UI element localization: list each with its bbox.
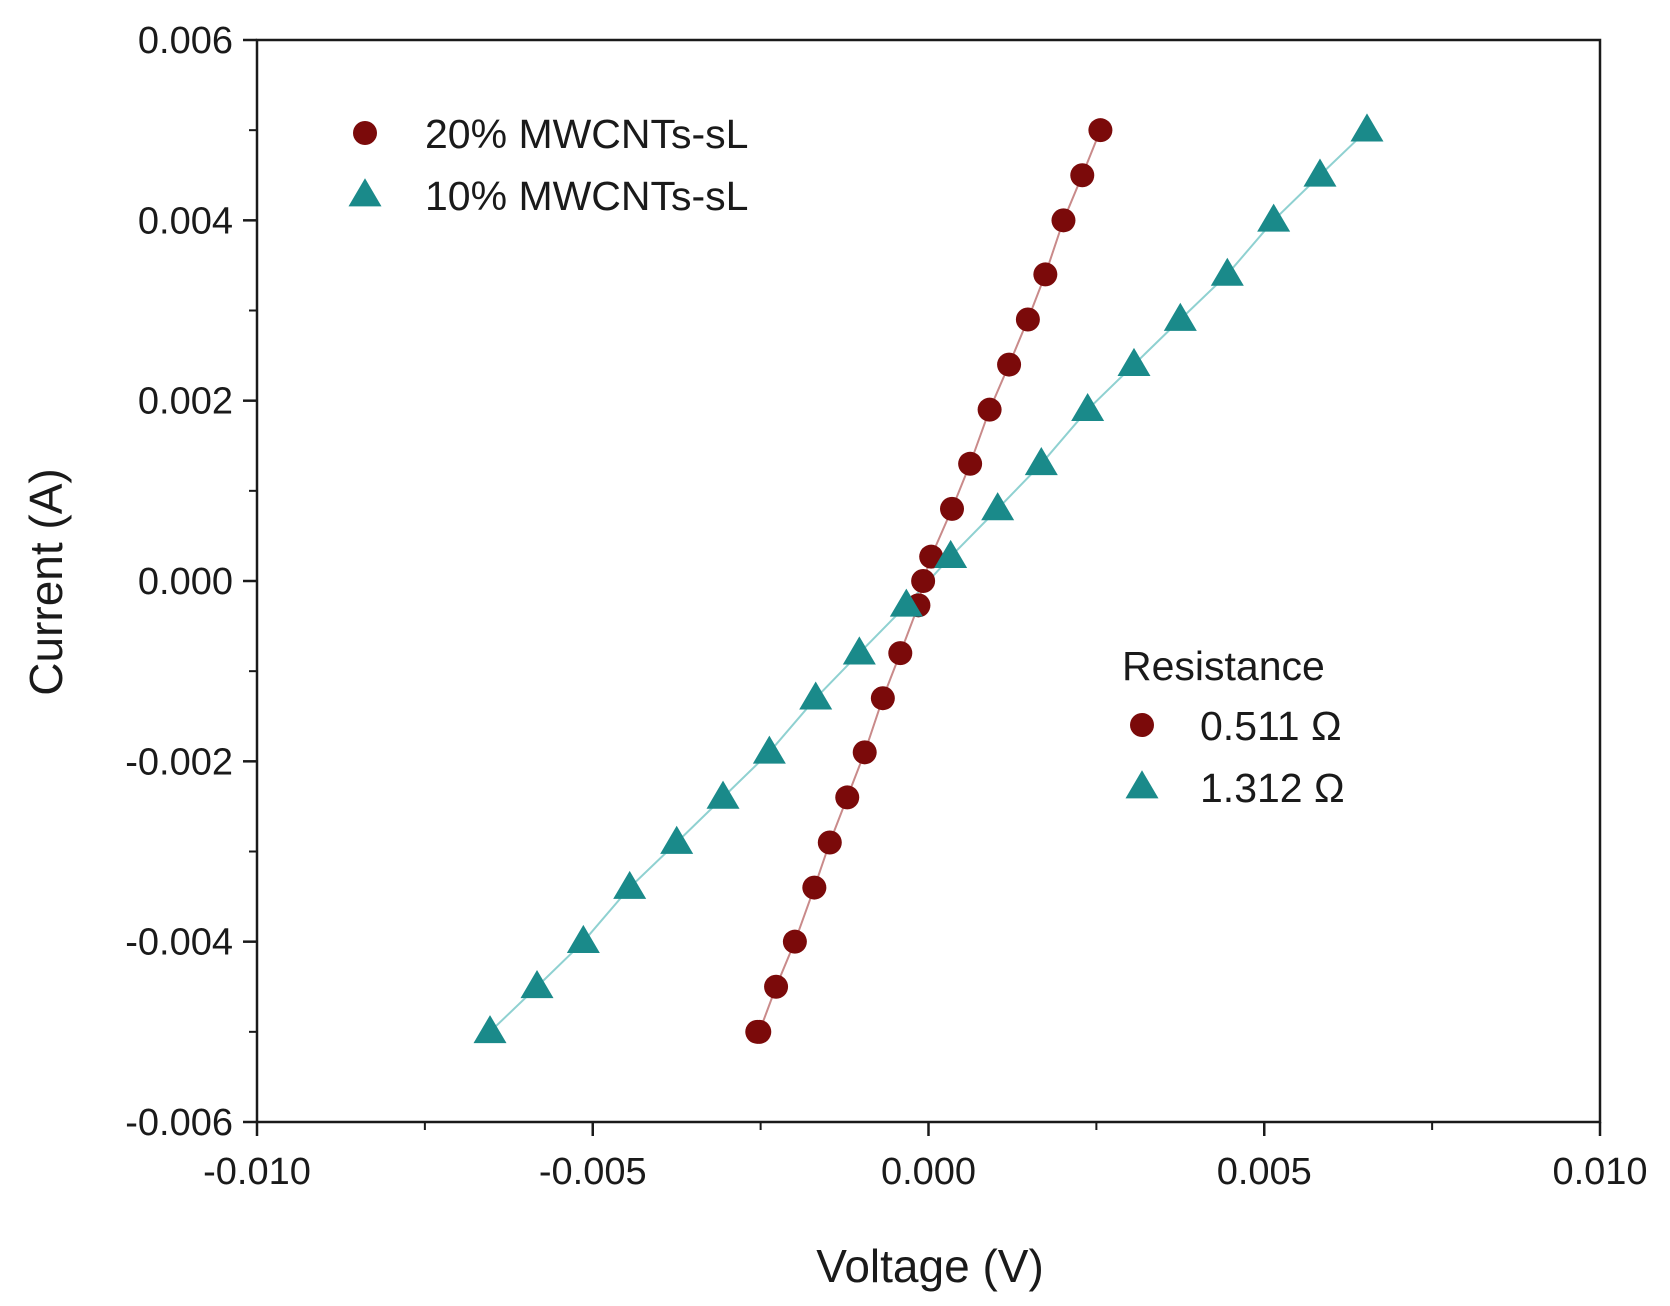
x-tick-label: -0.005 (539, 1151, 647, 1193)
point-series-0-19 (1051, 208, 1076, 233)
point-series-1-12 (1024, 447, 1058, 476)
point-series-0-4 (802, 875, 827, 900)
x-tick-label: 0.000 (881, 1151, 976, 1193)
point-series-1-5 (706, 780, 740, 809)
point-series-0-21 (1088, 118, 1113, 143)
x-tick-label: 0.010 (1552, 1151, 1647, 1193)
point-series-1-16 (1210, 257, 1244, 286)
point-series-1-13 (1071, 392, 1105, 422)
resistance-value-1: 1.312 Ω (1200, 765, 1345, 811)
legend-label-series-1: 10% MWCNTs-sL (425, 173, 748, 219)
point-series-1-8 (842, 636, 876, 665)
legend-marker-series-0 (353, 121, 377, 145)
point-series-1-15 (1163, 302, 1197, 331)
axes-group: -0.010 -0.005 0.000 0.005 0.010 -0.006 -0.004 -… (125, 20, 1647, 1193)
point-series-1-4 (660, 825, 694, 854)
legend-marker-series-1 (348, 178, 382, 207)
y-tick-label: 0.002 (138, 381, 233, 423)
y-axis-title: Current (A) (20, 468, 72, 695)
point-series-1-3 (613, 870, 647, 899)
data-points-group (473, 113, 1384, 1044)
x-axis-title: Voltage (V) (816, 1240, 1044, 1292)
point-series-0-15 (977, 397, 1002, 422)
point-series-0-2 (764, 974, 789, 999)
point-series-1-14 (1117, 347, 1151, 376)
point-series-0-6 (835, 785, 860, 810)
point-series-0-5 (817, 830, 842, 855)
point-series-1-11 (981, 492, 1015, 521)
point-series-0-9 (888, 641, 913, 666)
point-series-0-17 (1015, 307, 1040, 332)
x-tick-label: -0.010 (203, 1151, 311, 1193)
resistance-marker-0 (1130, 713, 1154, 737)
point-series-0-18 (1033, 262, 1058, 287)
point-series-1-6 (752, 735, 786, 764)
point-series-1-0 (473, 1015, 507, 1044)
point-series-1-1 (520, 970, 554, 999)
x-tick-label: 0.005 (1217, 1151, 1312, 1193)
point-series-0-13 (940, 496, 965, 521)
point-series-0-1 (747, 1019, 772, 1044)
y-tick-label: 0.006 (138, 20, 233, 62)
resistance-title: Resistance (1122, 643, 1325, 689)
point-series-0-12 (919, 544, 944, 569)
point-series-1-18 (1303, 158, 1337, 187)
legend: 20% MWCNTs-sL 10% MWCNTs-sL (348, 111, 748, 219)
y-tick-label: -0.004 (125, 922, 233, 964)
point-series-0-16 (997, 352, 1022, 377)
point-series-1-19 (1350, 113, 1384, 142)
point-series-0-3 (782, 929, 807, 954)
point-series-0-20 (1070, 163, 1095, 188)
point-series-1-17 (1257, 203, 1291, 232)
point-series-1-10 (934, 539, 968, 568)
legend-label-series-0: 20% MWCNTs-sL (425, 111, 748, 157)
resistance-marker-1 (1125, 770, 1159, 799)
point-series-0-14 (958, 451, 983, 476)
point-series-1-9 (889, 588, 923, 617)
point-series-0-7 (852, 740, 877, 765)
point-series-0-11 (911, 569, 936, 593)
resistance-value-0: 0.511 Ω (1200, 703, 1342, 749)
point-series-1-7 (799, 681, 833, 710)
y-tick-label: -0.006 (125, 1102, 233, 1144)
y-tick-label: 0.000 (138, 561, 233, 603)
point-series-1-2 (566, 924, 600, 954)
fit-line-series-0 (757, 129, 1102, 1033)
resistance-annotation: Resistance 0.511 Ω 1.312 Ω (1122, 643, 1345, 811)
y-tick-label: -0.002 (125, 741, 233, 783)
point-series-0-8 (870, 686, 895, 711)
y-tick-label: 0.004 (138, 200, 233, 242)
